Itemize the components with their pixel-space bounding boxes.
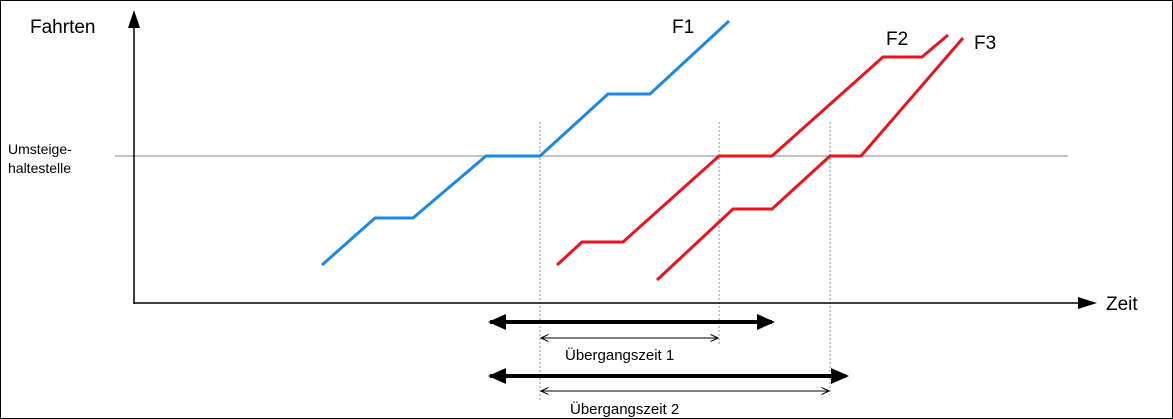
- trip-line-f2: [555, 33, 949, 267]
- interval-arrow-1-right-head: [757, 314, 775, 330]
- x-axis-label: Zeit: [1106, 294, 1138, 315]
- trip-line-f3: [655, 37, 965, 282]
- trip-line-f1: [321, 19, 731, 267]
- y-axis-arrowhead: [128, 10, 140, 28]
- transfer-time-1-label: Übergangszeit 1: [565, 346, 674, 364]
- interval-arrow-2-left-head: [488, 368, 506, 384]
- x-axis-arrowhead: [1078, 297, 1097, 309]
- transfer-stop-label-line1: Umsteige-: [8, 141, 72, 157]
- interval-arrow-2-right-head: [831, 368, 849, 384]
- transfer-stop-label-line2: haltestelle: [8, 160, 71, 176]
- series-label-f3: F3: [974, 33, 996, 54]
- series-label-f1: F1: [672, 17, 694, 38]
- interval-arrow-1-left-head: [488, 314, 506, 330]
- y-axis-label: Fahrten: [30, 17, 95, 38]
- series-label-f2: F2: [886, 29, 908, 50]
- transfer-time-2-label: Übergangszeit 2: [570, 400, 679, 418]
